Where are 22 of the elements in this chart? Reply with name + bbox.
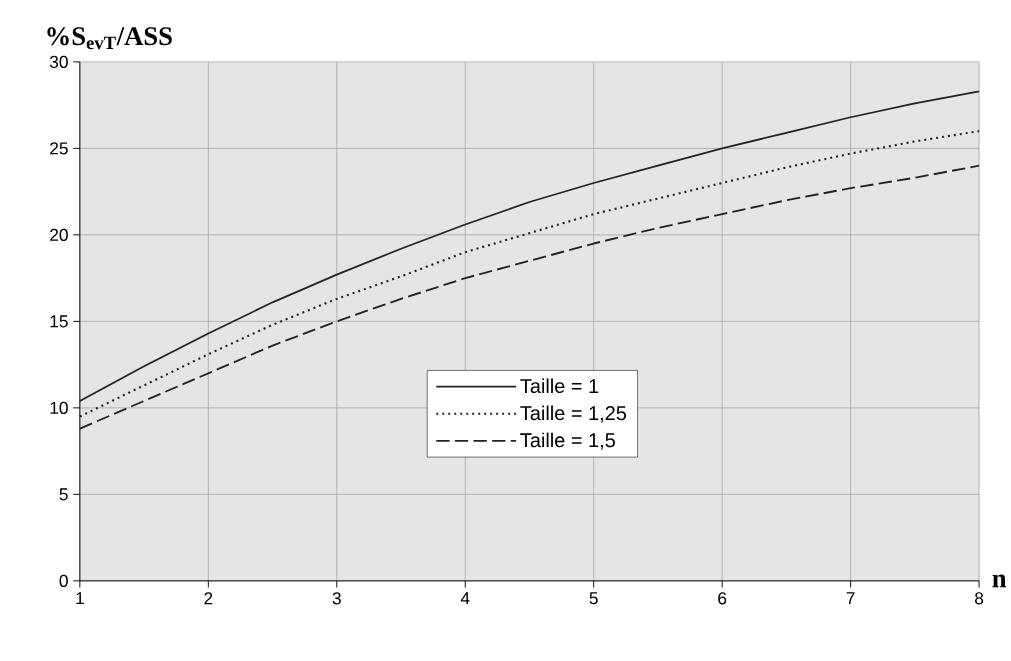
y-tick-label: 25: [50, 142, 68, 155]
x-tick-label: 7: [846, 592, 855, 605]
y-tick-label: 30: [49, 55, 68, 69]
y-axis-title: %S$_{evT}$/ASS: [47, 27, 172, 50]
line-series: [78, 90, 980, 402]
x-tick-label: 8: [975, 592, 984, 605]
y-tick-label: 0: [59, 574, 68, 588]
x-axis-title: n: [992, 574, 1007, 588]
legend-label: Taille = 1: [520, 378, 599, 394]
line-series: [78, 164, 981, 430]
y-tick-label: 10: [50, 401, 68, 415]
x-tick-label: 2: [204, 592, 213, 605]
legend-label: Taille = 1,25: [520, 405, 627, 423]
y-tick-label: 15: [50, 315, 68, 328]
x-tick-label: 1: [76, 592, 84, 605]
x-tick-label: 4: [460, 592, 470, 605]
y-tick-label: 5: [59, 488, 68, 501]
x-tick-label: 6: [718, 592, 727, 605]
legend-label: Taille = 1,5: [520, 432, 615, 450]
x-tick-label: 3: [332, 592, 341, 605]
x-tick-label: 5: [589, 592, 598, 605]
y-tick-label: 20: [50, 228, 68, 242]
